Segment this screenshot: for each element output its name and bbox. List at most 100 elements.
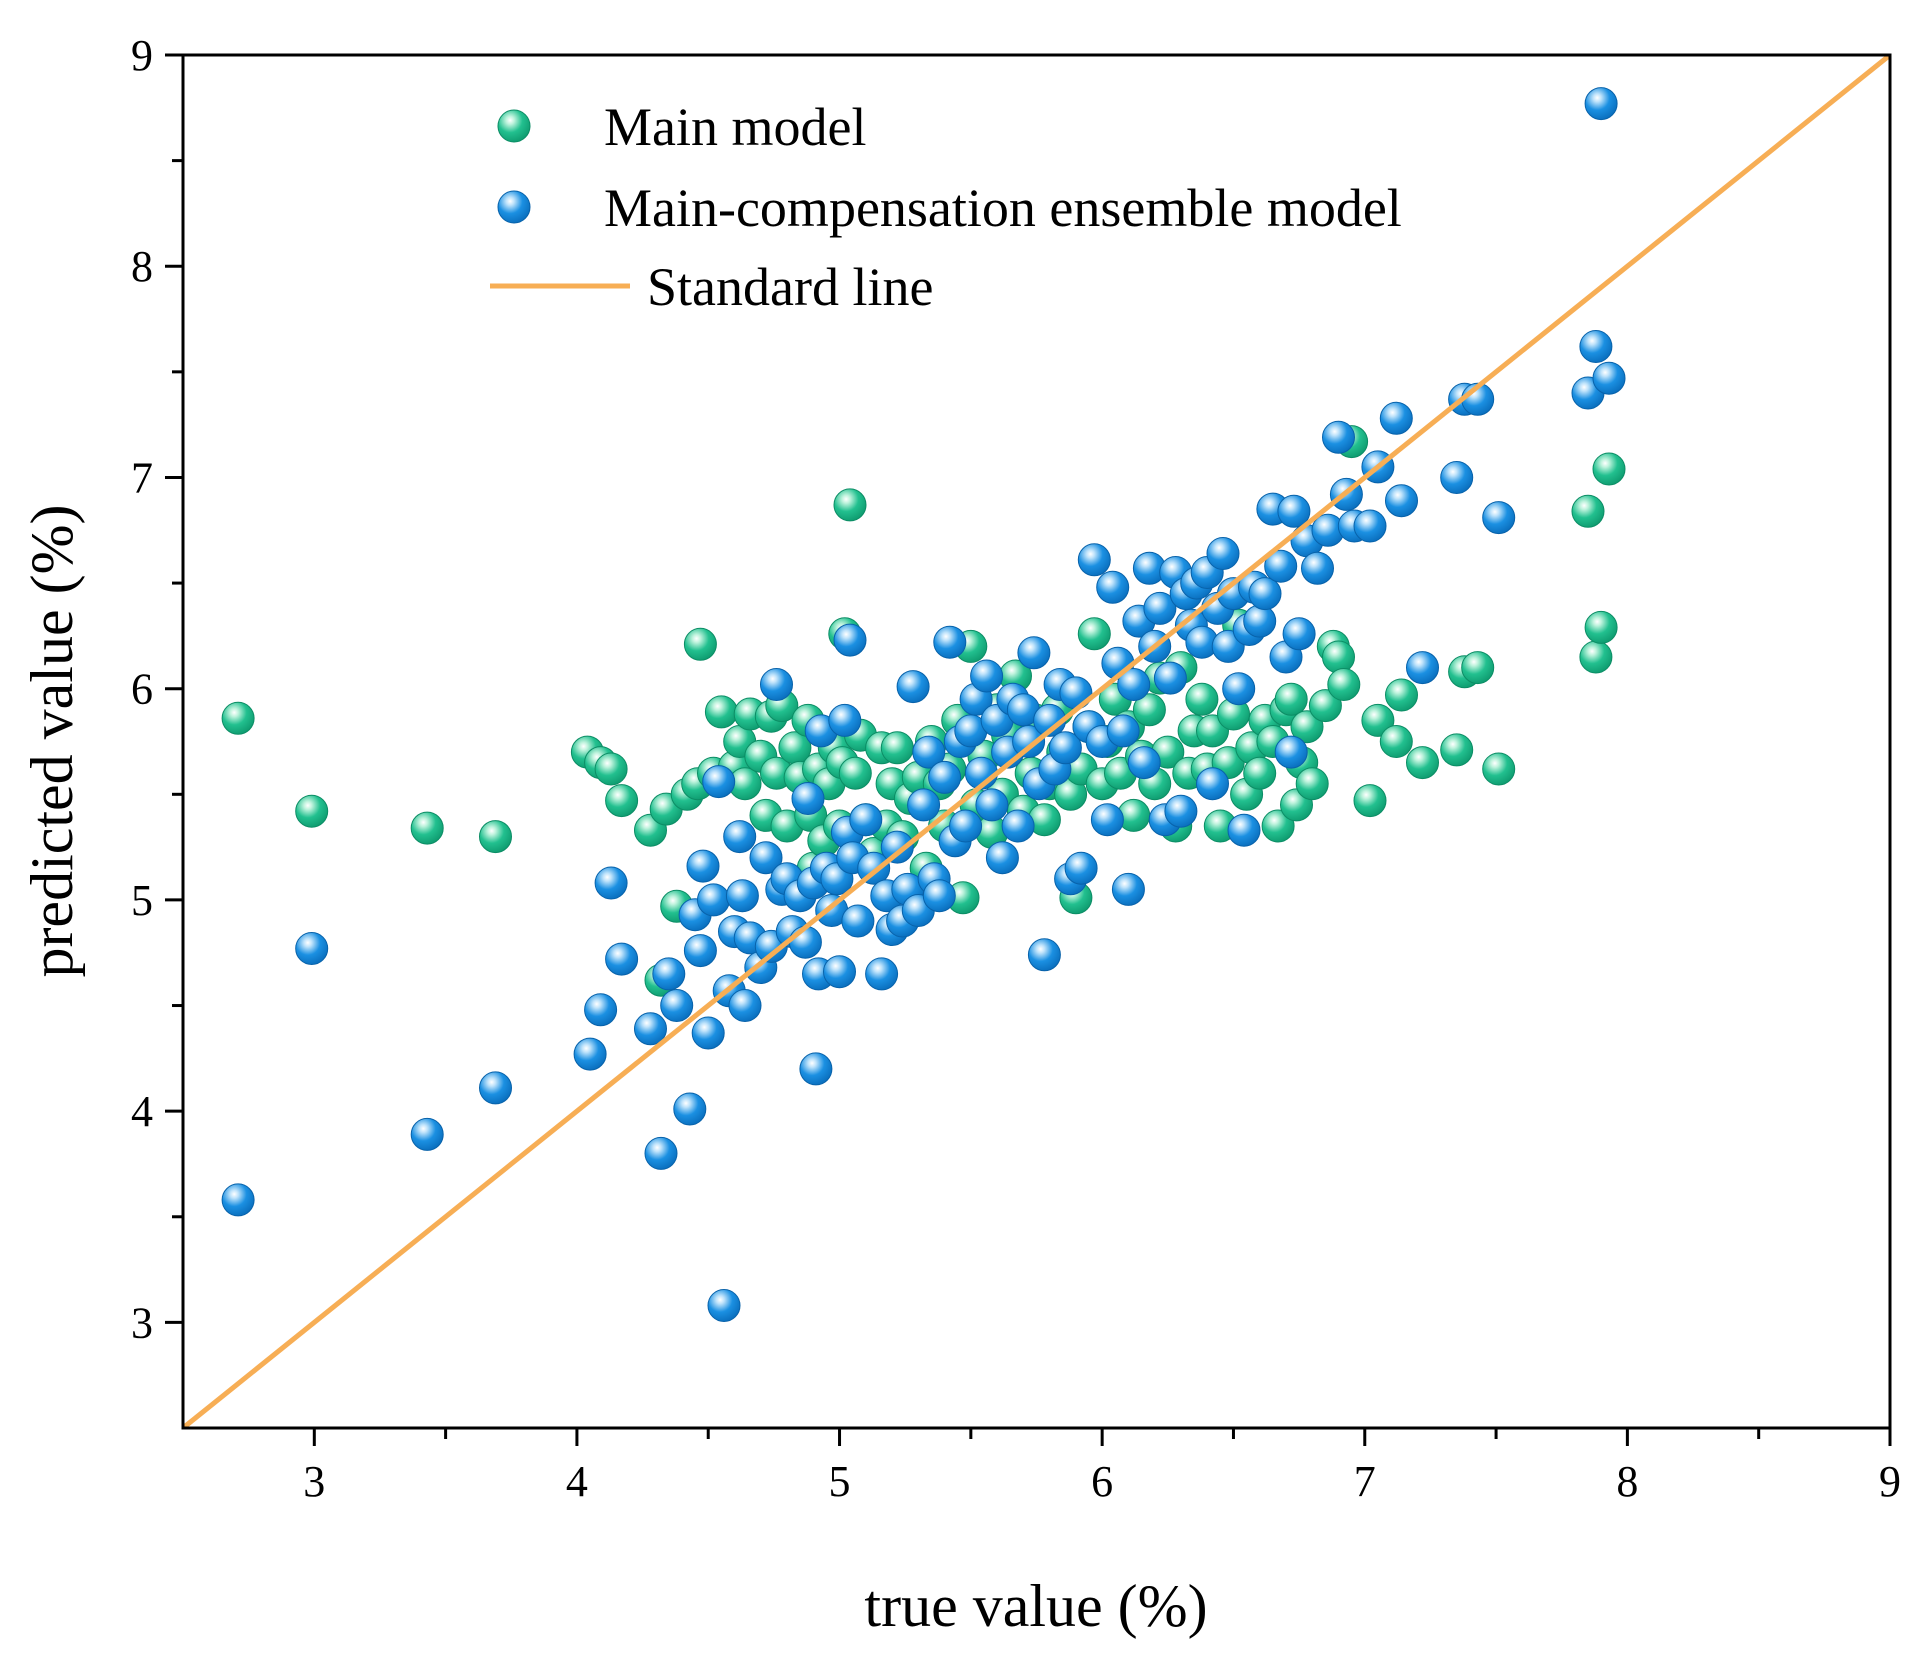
legend-ensemble-marker [497, 190, 531, 224]
ensemble-model-point [1153, 661, 1187, 695]
ensemble-model-point [410, 1117, 444, 1151]
ensemble-model-point [1379, 401, 1413, 435]
ensemble-model-point [1059, 676, 1093, 710]
main-model-point [838, 756, 872, 790]
main-model-point [221, 701, 255, 735]
ensemble-model-point [479, 1071, 512, 1105]
x-tick-label: 7 [1354, 1457, 1376, 1506]
x-tick-label: 6 [1091, 1457, 1113, 1506]
legend-standard-label: Standard line [647, 257, 933, 317]
ensemble-model-point [985, 841, 1019, 875]
y-tick-label: 5 [131, 876, 153, 925]
ensemble-model-point [702, 765, 736, 799]
ensemble-model-point [683, 934, 717, 968]
ensemble-model-point [970, 659, 1004, 693]
ensemble-model-point [1164, 794, 1198, 828]
main-model-point [833, 488, 867, 522]
ensemble-model-point [928, 760, 962, 794]
ensemble-model-point [1282, 617, 1316, 651]
main-model-point [605, 784, 639, 818]
ensemble-model-point [949, 809, 983, 843]
x-tick-label: 5 [829, 1457, 851, 1506]
y-axis-title: predicted value (%) [19, 504, 85, 977]
ensemble-model-point [644, 1136, 678, 1170]
ensemble-model-point [1277, 494, 1311, 528]
ensemble-model-point [1106, 714, 1140, 748]
ensemble-model-point [1064, 851, 1098, 885]
ensemble-model-point [1301, 551, 1334, 585]
ensemble-model-point [295, 932, 329, 965]
plot-frame [181, 53, 1892, 1430]
ensemble-model-point [1127, 746, 1161, 780]
ensemble-model-point [1017, 636, 1051, 670]
ensemble-model-point [652, 957, 686, 991]
main-model-point [1379, 725, 1413, 758]
ensemble-model-point [686, 849, 720, 883]
y-tick-label: 9 [131, 31, 153, 80]
ensemble-model-point [1206, 537, 1240, 570]
ensemble-model-point [573, 1037, 607, 1071]
ensemble-model-point [1227, 813, 1261, 847]
ensemble-model-point [1143, 591, 1177, 625]
ensemble-model-points [221, 87, 1626, 1322]
main-model-point [683, 627, 717, 661]
ensemble-model-point [1117, 668, 1151, 701]
ensemble-model-point [896, 670, 930, 704]
ensemble-model-point [707, 1289, 741, 1322]
x-axis-title: true value (%) [864, 1573, 1207, 1639]
main-model-point [1579, 640, 1613, 674]
ensemble-model-point [723, 820, 757, 854]
main-model-point [1290, 710, 1324, 744]
ensemble-model-point [1001, 809, 1035, 843]
main-model-point [594, 752, 628, 786]
ensemble-model-point [933, 625, 967, 659]
ensemble-model-point [975, 788, 1009, 822]
ensemble-model-point [1406, 651, 1439, 685]
ensemble-model-point [912, 735, 946, 769]
main-model-point [1243, 756, 1277, 790]
main-model-point [1295, 767, 1329, 801]
ensemble-model-point [1440, 461, 1474, 494]
main-model-point [1406, 746, 1439, 780]
ensemble-model-point [1579, 330, 1613, 363]
legend-main-marker [497, 109, 531, 143]
ensemble-model-point [791, 782, 825, 815]
ensemble-model-point [1584, 87, 1618, 121]
ensemble-model-point [907, 788, 941, 822]
main-model-point [1584, 610, 1618, 644]
legend-ensemble-label: Main-compensation ensemble model [604, 178, 1402, 238]
ensemble-model-point [841, 904, 875, 938]
main-model-point [1327, 668, 1361, 701]
main-model-point [1353, 784, 1387, 818]
main-model-point [1077, 617, 1111, 651]
ensemble-model-point [1274, 735, 1308, 769]
ensemble-model-point [1322, 420, 1355, 454]
main-model-point [1385, 678, 1418, 712]
main-model-point [1132, 693, 1166, 727]
main-model-point [1261, 809, 1295, 843]
ensemble-model-point [799, 1052, 833, 1086]
x-axis-ticks: 3 4 5 6 7 8 9 [303, 1428, 1901, 1506]
ensemble-model-point [1243, 604, 1277, 638]
ensemble-model-point [634, 1012, 667, 1046]
standard-line [183, 55, 1890, 1428]
ensemble-model-point [1222, 672, 1256, 706]
y-tick-label: 6 [131, 665, 153, 714]
y-tick-label: 4 [131, 1087, 153, 1136]
ensemble-model-point [1385, 484, 1418, 518]
ensemble-model-point [1096, 570, 1130, 604]
ensemble-model-point [1012, 725, 1046, 758]
ensemble-model-point [691, 1016, 725, 1050]
main-model-point [479, 820, 512, 854]
main-model-point [1185, 682, 1219, 716]
ensemble-model-point [823, 955, 856, 989]
y-tick-label: 8 [131, 242, 153, 291]
x-tick-label: 4 [566, 1457, 588, 1506]
ensemble-model-point [1264, 549, 1298, 583]
main-model-point [1361, 703, 1395, 737]
ensemble-model-point [788, 925, 822, 959]
y-axis-ticks: 3 4 5 6 7 8 9 [131, 31, 183, 1347]
ensemble-model-point [1482, 501, 1516, 535]
ensemble-model-point [865, 957, 899, 991]
